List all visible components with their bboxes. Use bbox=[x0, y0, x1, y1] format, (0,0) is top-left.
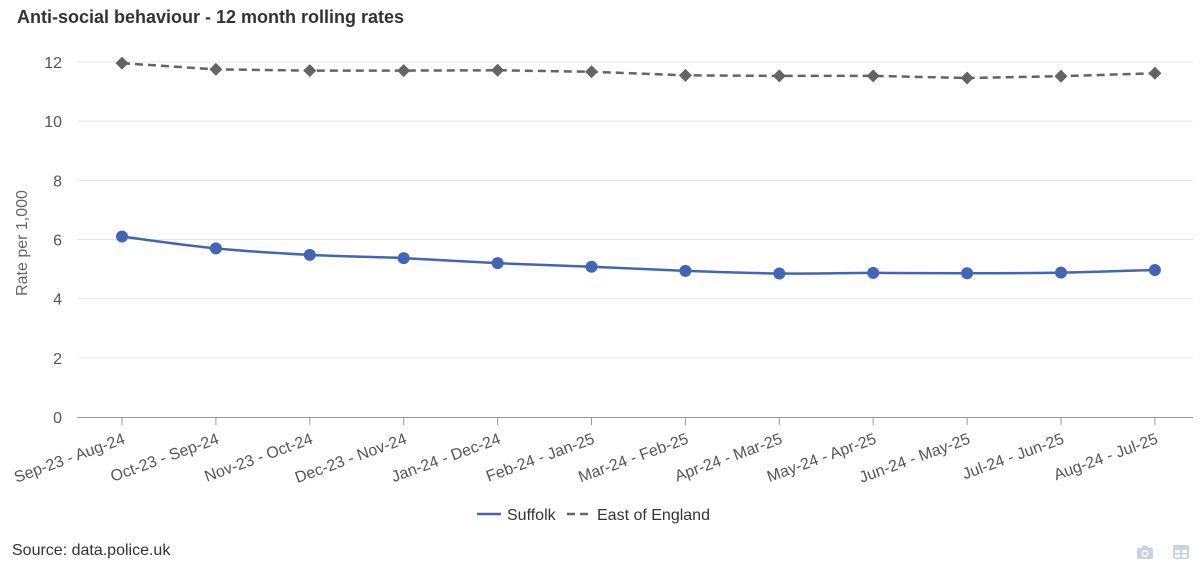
x-axis bbox=[77, 417, 1193, 425]
gridlines bbox=[77, 61, 1193, 359]
x-tick-label: Sep-23 - Aug-24 bbox=[12, 431, 127, 487]
y-tick-labels: 0 2 4 6 8 10 12 bbox=[44, 55, 62, 427]
data-point[interactable] bbox=[303, 64, 317, 78]
series-east-of-england bbox=[115, 56, 1162, 85]
y-tick-label: 8 bbox=[53, 173, 62, 190]
data-point[interactable] bbox=[491, 63, 505, 77]
y-tick-label: 10 bbox=[44, 114, 62, 131]
legend-label: East of England bbox=[597, 507, 710, 524]
table-icon[interactable] bbox=[1172, 543, 1190, 561]
x-tick-label: Jul-24 - Jun-25 bbox=[960, 431, 1066, 484]
data-point[interactable] bbox=[867, 266, 880, 279]
data-point[interactable] bbox=[679, 264, 692, 277]
data-point[interactable] bbox=[1148, 66, 1162, 80]
data-point[interactable] bbox=[866, 69, 880, 83]
data-point[interactable] bbox=[772, 69, 786, 83]
data-point[interactable] bbox=[678, 68, 692, 82]
y-tick-label: 2 bbox=[53, 351, 62, 368]
data-point[interactable] bbox=[960, 71, 974, 85]
data-point[interactable] bbox=[585, 65, 598, 79]
camera-icon[interactable] bbox=[1136, 543, 1154, 561]
data-point[interactable] bbox=[397, 252, 410, 265]
source-note: Source: data.police.uk bbox=[12, 542, 171, 559]
data-point[interactable] bbox=[1055, 266, 1067, 279]
chart-title: Anti-social behaviour - 12 month rolling… bbox=[17, 7, 405, 27]
data-point[interactable] bbox=[209, 62, 223, 76]
data-point[interactable] bbox=[397, 64, 411, 78]
series-suffolk bbox=[116, 230, 1161, 280]
data-point[interactable] bbox=[961, 267, 974, 280]
legend-label: Suffolk bbox=[507, 507, 557, 524]
series-line bbox=[121, 235, 1155, 275]
data-point[interactable] bbox=[209, 242, 222, 255]
data-point[interactable] bbox=[1148, 263, 1161, 276]
data-point[interactable] bbox=[115, 56, 129, 70]
y-axis-label: Rate per 1,000 bbox=[14, 190, 31, 296]
y-tick-label: 6 bbox=[53, 233, 62, 250]
y-tick-label: 12 bbox=[44, 55, 62, 72]
data-point[interactable] bbox=[585, 260, 598, 273]
series-layer bbox=[115, 56, 1162, 280]
data-point[interactable] bbox=[491, 257, 504, 270]
legend: Suffolk East of England bbox=[477, 507, 710, 524]
data-point[interactable] bbox=[303, 248, 316, 261]
legend-item[interactable]: Suffolk bbox=[477, 507, 557, 524]
data-point[interactable] bbox=[116, 230, 128, 243]
x-tick-label: Aug-24 - Jul-25 bbox=[1052, 431, 1161, 484]
y-tick-label: 0 bbox=[53, 410, 62, 427]
series-line bbox=[121, 61, 1155, 80]
legend-item[interactable]: East of England bbox=[567, 507, 710, 524]
data-point[interactable] bbox=[773, 267, 786, 280]
y-tick-label: 4 bbox=[53, 292, 62, 309]
data-point[interactable] bbox=[1054, 69, 1068, 83]
